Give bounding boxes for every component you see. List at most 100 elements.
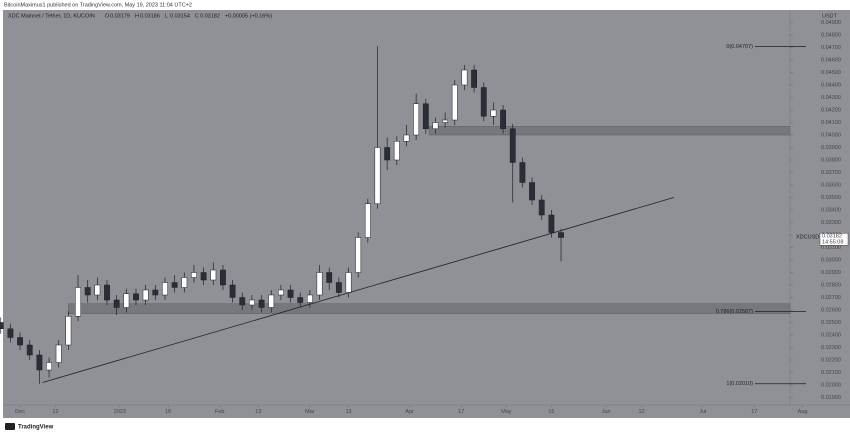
- ohlc-value: 0.03179: [110, 13, 130, 19]
- y-tick-label: 0.03800: [821, 157, 841, 163]
- candle-body: [258, 299, 265, 308]
- price-zone: [68, 303, 791, 314]
- y-tick-label: 0.03500: [821, 195, 841, 201]
- x-tick-label: Jul: [699, 409, 706, 415]
- y-tick-label: 0.04400: [821, 82, 841, 88]
- candle-body: [335, 282, 342, 293]
- y-tick-label: 0.02700: [821, 295, 841, 301]
- candle-body: [46, 362, 52, 371]
- x-tick-label: Mar: [305, 409, 315, 415]
- candle-body: [451, 84, 458, 121]
- candle-body: [529, 182, 535, 201]
- header: BitcoinMaximus1 published on TradingView…: [4, 2, 192, 8]
- fib-label: 0(0.04707): [726, 44, 753, 50]
- x-tick-label: 13: [255, 409, 261, 415]
- price-countdown: 14:55:08: [822, 240, 843, 246]
- logo-icon: [5, 423, 15, 430]
- candle-body: [94, 284, 101, 296]
- footer-logo: TradingView: [18, 425, 54, 431]
- x-tick-label: Apr: [405, 409, 414, 415]
- y-tick-label: 0.04200: [821, 107, 841, 113]
- candle-body: [490, 109, 497, 117]
- candle-body: [393, 141, 400, 161]
- ohlc-label: L: [165, 13, 168, 19]
- candle-body: [480, 87, 487, 117]
- y-tick-label: 0.02900: [821, 270, 841, 276]
- y-tick-label: 0.04900: [821, 20, 841, 26]
- price-tag: [819, 233, 849, 246]
- candle-body: [17, 337, 23, 346]
- candle-body: [162, 282, 168, 296]
- candle-body: [461, 69, 468, 86]
- ohlc-value: 0.03186: [140, 13, 160, 19]
- y-tick-label: 0.03100: [821, 245, 841, 251]
- ohlc-label: H: [135, 13, 139, 19]
- y-tick-label: 0.04800: [821, 32, 841, 38]
- candle-body: [384, 147, 391, 161]
- y-tick-label: 0.02500: [821, 320, 841, 326]
- candle-body: [519, 162, 526, 183]
- candle-body: [200, 272, 207, 281]
- candle-body: [181, 277, 188, 288]
- candle-body: [142, 289, 149, 301]
- y-tick-label: 0.03000: [821, 257, 841, 263]
- x-tick-label: 13: [345, 409, 351, 415]
- candle-body: [297, 297, 304, 303]
- candle-body: [84, 287, 91, 296]
- candle-body: [249, 299, 255, 306]
- y-tick-label: 0.02800: [821, 282, 841, 288]
- candle-body: [277, 289, 284, 296]
- candle-body: [65, 316, 72, 346]
- x-tick-label: Dec: [15, 409, 25, 415]
- y-tick-label: 0.02600: [821, 307, 841, 313]
- candle-body: [268, 294, 275, 308]
- time-axis: [3, 405, 850, 418]
- candle-body: [432, 122, 439, 129]
- candle-body: [113, 299, 120, 308]
- candle-body: [355, 237, 362, 273]
- y-tick-label: 0.03400: [821, 207, 841, 213]
- x-tick-label: 12: [638, 409, 644, 415]
- price-zone: [428, 126, 791, 136]
- x-tick-label: 17: [458, 409, 464, 415]
- y-tick-label: 0.04600: [821, 57, 841, 63]
- candle-body: [374, 147, 381, 204]
- candle-body: [26, 344, 33, 356]
- candle-body: [55, 344, 62, 363]
- y-tick-label: 0.02000: [821, 382, 841, 388]
- y-tick-label: 0.04000: [821, 132, 841, 138]
- candle-body: [548, 214, 555, 233]
- candle-body: [413, 103, 420, 136]
- ohlc-label: O: [105, 13, 110, 19]
- trendline: [42, 197, 674, 383]
- x-tick-label: May: [501, 409, 512, 415]
- y-tick-label: 0.02300: [821, 345, 841, 351]
- x-tick-label: 17: [751, 409, 757, 415]
- y-tick-label: 0.04100: [821, 120, 841, 126]
- candle-body: [36, 354, 43, 371]
- y-tick-label: 0.03300: [821, 220, 841, 226]
- candle-body: [345, 272, 352, 293]
- y-tick-label: 0.01900: [821, 395, 841, 401]
- ticker-label: XDCUSDT: [796, 235, 823, 241]
- candle-body: [422, 103, 429, 129]
- candle-body: [403, 134, 410, 142]
- candle-body: [123, 293, 130, 308]
- candle-body: [306, 294, 313, 303]
- x-tick-label: Jun: [602, 409, 611, 415]
- y-tick-label: 0.04500: [821, 70, 841, 76]
- y-tick-label: 0.02400: [821, 332, 841, 338]
- candle-body: [191, 272, 197, 278]
- candle-body: [152, 289, 159, 296]
- candle-body: [471, 69, 478, 88]
- ohlc-value: 0.03154: [170, 13, 190, 19]
- symbol: XDC Mainnet / Tether, 1D, KUCOIN: [8, 13, 95, 19]
- currency: USDT: [822, 13, 838, 19]
- ohlc-label: C: [195, 13, 199, 19]
- fib-label: 0.786(0.02587): [716, 309, 753, 315]
- x-tick-label: 15: [548, 409, 554, 415]
- x-tick-label: Feb: [215, 409, 224, 415]
- candle-body: [287, 289, 294, 298]
- y-tick-label: 0.03700: [821, 170, 841, 176]
